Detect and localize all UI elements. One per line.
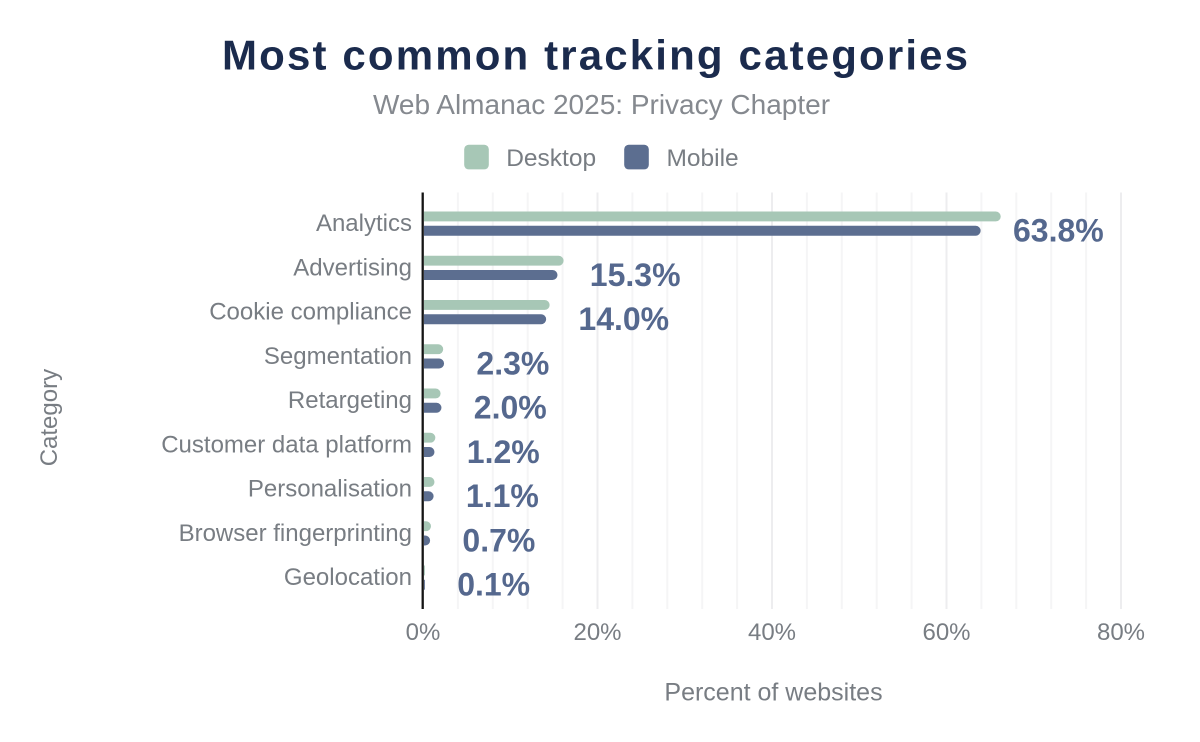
svg-text:15.3%: 15.3% xyxy=(590,257,681,293)
svg-text:Segmentation: Segmentation xyxy=(264,343,412,370)
svg-text:Web Almanac 2025: Privacy Chap: Web Almanac 2025: Privacy Chapter xyxy=(373,89,830,120)
svg-text:Cookie compliance: Cookie compliance xyxy=(209,299,412,326)
svg-text:60%: 60% xyxy=(922,619,970,646)
svg-text:Geolocation: Geolocation xyxy=(284,564,412,591)
svg-text:80%: 80% xyxy=(1097,619,1145,646)
svg-text:Analytics: Analytics xyxy=(316,210,412,237)
svg-text:20%: 20% xyxy=(573,619,621,646)
svg-text:2.3%: 2.3% xyxy=(476,345,549,381)
svg-text:Percent of websites: Percent of websites xyxy=(664,678,882,706)
svg-text:Advertising: Advertising xyxy=(293,254,412,281)
svg-text:Most common tracking categorie: Most common tracking categories xyxy=(222,32,970,79)
svg-text:1.1%: 1.1% xyxy=(466,478,539,514)
svg-text:0.1%: 0.1% xyxy=(457,567,530,603)
svg-text:63.8%: 63.8% xyxy=(1013,213,1104,249)
svg-text:0.7%: 0.7% xyxy=(462,522,535,558)
svg-text:Category: Category xyxy=(36,369,63,466)
svg-text:40%: 40% xyxy=(748,619,796,646)
svg-text:Mobile: Mobile xyxy=(667,145,739,172)
svg-text:Retargeting: Retargeting xyxy=(288,387,412,414)
svg-text:Browser fingerprinting: Browser fingerprinting xyxy=(179,520,412,547)
svg-text:Customer data platform: Customer data platform xyxy=(161,431,412,458)
svg-text:Desktop: Desktop xyxy=(506,145,596,172)
svg-text:1.2%: 1.2% xyxy=(467,434,540,470)
svg-text:2.0%: 2.0% xyxy=(474,390,547,426)
svg-text:14.0%: 14.0% xyxy=(578,301,669,337)
svg-text:Personalisation: Personalisation xyxy=(248,476,412,503)
svg-text:0%: 0% xyxy=(406,619,441,646)
